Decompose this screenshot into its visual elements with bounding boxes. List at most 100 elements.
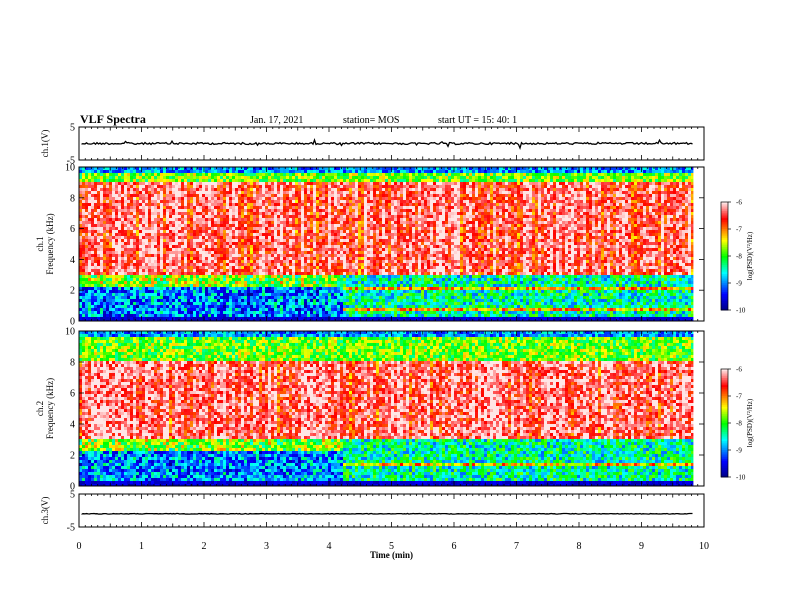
heatmap-cell bbox=[181, 218, 184, 221]
heatmap-cell bbox=[346, 236, 349, 239]
heatmap-cell bbox=[202, 209, 205, 212]
heatmap-cell bbox=[82, 179, 85, 182]
heatmap-cell bbox=[319, 212, 322, 215]
heatmap-cell bbox=[226, 278, 229, 281]
heatmap-cell bbox=[229, 275, 232, 278]
heatmap-cell bbox=[205, 221, 208, 224]
heatmap-cell bbox=[103, 302, 106, 305]
heatmap-cell bbox=[262, 260, 265, 263]
heatmap-cell bbox=[259, 182, 262, 185]
heatmap-cell bbox=[79, 188, 82, 191]
heatmap-cell bbox=[280, 293, 283, 296]
heatmap-cell bbox=[214, 302, 217, 305]
heatmap-cell bbox=[187, 275, 190, 278]
heatmap-cell bbox=[217, 179, 220, 182]
heatmap-cell bbox=[283, 224, 286, 227]
heatmap-cell bbox=[253, 230, 256, 233]
heatmap-cell bbox=[208, 200, 211, 203]
heatmap-cell bbox=[217, 305, 220, 308]
heatmap-cell bbox=[238, 218, 241, 221]
heatmap-cell bbox=[310, 173, 313, 176]
heatmap-cell bbox=[319, 278, 322, 281]
heatmap-cell bbox=[85, 239, 88, 242]
heatmap-cell bbox=[196, 191, 199, 194]
heatmap-cell bbox=[298, 209, 301, 212]
heatmap-cell bbox=[208, 176, 211, 179]
heatmap-cell bbox=[202, 218, 205, 221]
heatmap-cell bbox=[292, 272, 295, 275]
heatmap-cell bbox=[181, 224, 184, 227]
heatmap-cell bbox=[181, 176, 184, 179]
heatmap-cell bbox=[172, 284, 175, 287]
heatmap-cell bbox=[286, 227, 289, 230]
heatmap-cell bbox=[94, 239, 97, 242]
heatmap-cell bbox=[178, 179, 181, 182]
heatmap-cell bbox=[214, 254, 217, 257]
heatmap-cell bbox=[247, 248, 250, 251]
heatmap-cell bbox=[262, 170, 265, 173]
heatmap-cell bbox=[211, 311, 214, 314]
heatmap-cell bbox=[205, 233, 208, 236]
heatmap-cell bbox=[337, 275, 340, 278]
heatmap-cell bbox=[112, 224, 115, 227]
heatmap-cell bbox=[85, 281, 88, 284]
heatmap-cell bbox=[208, 215, 211, 218]
heatmap-cell bbox=[256, 242, 259, 245]
heatmap-cell bbox=[211, 197, 214, 200]
heatmap-cell bbox=[340, 251, 343, 254]
heatmap-cell bbox=[97, 230, 100, 233]
heatmap-cell bbox=[160, 314, 163, 317]
heatmap-cell bbox=[145, 284, 148, 287]
heatmap-cell bbox=[307, 188, 310, 191]
heatmap-cell bbox=[331, 284, 334, 287]
heatmap-cell bbox=[280, 287, 283, 290]
heatmap-cell bbox=[298, 191, 301, 194]
heatmap-cell bbox=[256, 227, 259, 230]
heatmap-cell bbox=[118, 233, 121, 236]
heatmap-cell bbox=[247, 311, 250, 314]
heatmap-cell bbox=[166, 299, 169, 302]
heatmap-cell bbox=[214, 245, 217, 248]
heatmap-cell bbox=[133, 230, 136, 233]
heatmap-cell bbox=[157, 215, 160, 218]
heatmap-cell bbox=[91, 197, 94, 200]
heatmap-cell bbox=[220, 173, 223, 176]
heatmap-cell bbox=[328, 278, 331, 281]
heatmap-cell bbox=[169, 239, 172, 242]
heatmap-cell bbox=[82, 293, 85, 296]
heatmap-cell bbox=[94, 173, 97, 176]
heatmap-cell bbox=[103, 203, 106, 206]
heatmap-cell bbox=[205, 191, 208, 194]
heatmap-cell bbox=[307, 182, 310, 185]
heatmap-cell bbox=[214, 185, 217, 188]
heatmap-cell bbox=[82, 176, 85, 179]
heatmap-cell bbox=[337, 311, 340, 314]
heatmap-cell bbox=[253, 293, 256, 296]
heatmap-cell bbox=[202, 314, 205, 317]
heatmap-cell bbox=[316, 272, 319, 275]
heatmap-cell bbox=[169, 203, 172, 206]
heatmap-cell bbox=[112, 299, 115, 302]
heatmap-cell bbox=[121, 260, 124, 263]
heatmap-cell bbox=[331, 194, 334, 197]
heatmap-cell bbox=[331, 287, 334, 290]
heatmap-cell bbox=[136, 224, 139, 227]
heatmap-cell bbox=[340, 305, 343, 308]
heatmap-cell bbox=[193, 170, 196, 173]
heatmap-cell bbox=[133, 293, 136, 296]
heatmap-cell bbox=[283, 269, 286, 272]
heatmap-cell bbox=[112, 173, 115, 176]
heatmap-cell bbox=[346, 272, 349, 275]
heatmap-cell bbox=[235, 209, 238, 212]
heatmap-cell bbox=[289, 176, 292, 179]
heatmap-cell bbox=[319, 266, 322, 269]
heatmap-cell bbox=[331, 224, 334, 227]
heatmap-cell bbox=[271, 182, 274, 185]
heatmap-cell bbox=[184, 239, 187, 242]
heatmap-cell bbox=[259, 302, 262, 305]
heatmap-cell bbox=[274, 251, 277, 254]
heatmap-cell bbox=[220, 176, 223, 179]
heatmap-cell bbox=[199, 257, 202, 260]
heatmap-cell bbox=[235, 272, 238, 275]
heatmap-cell bbox=[130, 167, 133, 170]
